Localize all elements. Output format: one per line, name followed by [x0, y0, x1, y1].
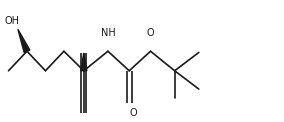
Text: NH: NH — [101, 28, 115, 38]
Text: O: O — [147, 28, 154, 38]
Polygon shape — [81, 53, 87, 71]
Polygon shape — [18, 29, 30, 52]
Text: O: O — [129, 108, 137, 118]
Text: OH: OH — [5, 16, 19, 26]
